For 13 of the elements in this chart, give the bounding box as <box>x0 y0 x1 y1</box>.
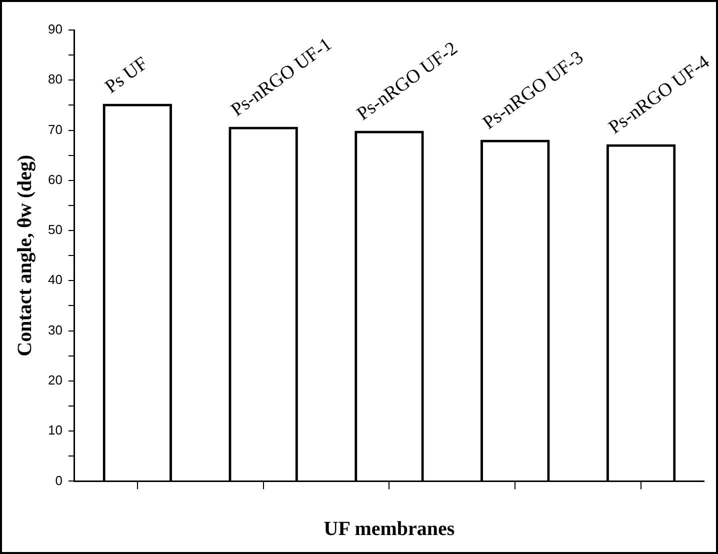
y-tick-label: 20 <box>48 372 62 388</box>
y-tick-label: 70 <box>48 122 62 137</box>
y-tick-label: 90 <box>48 22 62 37</box>
y-tick-label: 80 <box>48 72 62 87</box>
y-axis-title: Contact angle, θw (deg) <box>14 154 36 356</box>
y-tick-label: 30 <box>48 322 62 338</box>
y-tick-label: 0 <box>55 472 62 488</box>
y-tick-label: 50 <box>48 222 62 238</box>
x-tick-label: Ps UF <box>101 53 152 98</box>
y-tick-label: 40 <box>48 272 62 288</box>
y-tick-label: 60 <box>48 172 62 187</box>
y-tick-label: 10 <box>48 422 62 438</box>
x-axis-title: UF membranes <box>324 518 455 540</box>
